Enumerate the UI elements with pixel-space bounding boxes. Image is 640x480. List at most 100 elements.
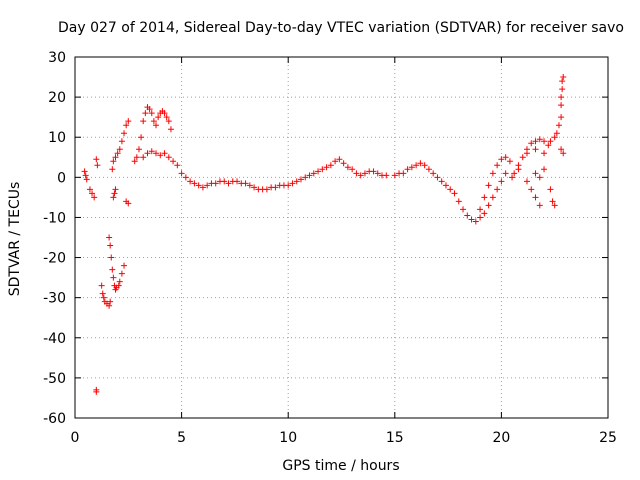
- x-tick-label: 15: [386, 430, 404, 446]
- data-point: [297, 176, 304, 183]
- data-point: [163, 114, 170, 121]
- data-point: [447, 186, 454, 193]
- y-tick-label: -10: [43, 210, 66, 226]
- data-point: [93, 386, 100, 393]
- data-point: [140, 118, 147, 125]
- data-point: [400, 170, 407, 177]
- data-point: [494, 186, 501, 193]
- data-point: [109, 166, 116, 173]
- data-point: [221, 178, 228, 185]
- y-tick-label: 10: [48, 130, 66, 146]
- data-point: [421, 162, 428, 169]
- data-point: [110, 274, 117, 281]
- data-point: [131, 158, 138, 165]
- data-point: [182, 174, 189, 181]
- data-point: [272, 184, 279, 191]
- grid-lines: [75, 57, 608, 418]
- data-point: [165, 118, 172, 125]
- data-point: [451, 190, 458, 197]
- data-point: [125, 118, 132, 125]
- data-point: [161, 110, 168, 117]
- data-point: [408, 164, 415, 171]
- axis-ticks: [74, 56, 609, 419]
- data-point: [374, 170, 381, 177]
- data-point: [285, 182, 292, 189]
- data-point: [242, 180, 249, 187]
- data-point: [108, 254, 115, 261]
- y-tick-label: -60: [43, 411, 66, 427]
- data-point: [148, 110, 155, 117]
- data-point: [515, 166, 522, 173]
- data-point: [523, 178, 530, 185]
- data-point: [455, 198, 462, 205]
- data-point: [551, 134, 558, 141]
- data-point: [187, 178, 194, 185]
- data-point: [434, 174, 441, 181]
- data-point: [547, 138, 554, 145]
- data-point: [118, 138, 125, 145]
- data-point: [425, 166, 432, 173]
- data-point: [319, 166, 326, 173]
- data-point: [532, 138, 539, 145]
- data-point: [349, 166, 356, 173]
- data-point: [82, 172, 89, 179]
- data-point: [361, 170, 368, 177]
- data-point: [327, 162, 334, 169]
- y-tick-label: -20: [43, 251, 66, 267]
- data-point: [98, 282, 105, 289]
- data-point: [528, 186, 535, 193]
- data-point: [509, 174, 516, 181]
- data-point: [523, 150, 530, 157]
- data-point: [336, 156, 343, 163]
- data-point: [541, 150, 548, 157]
- data-point: [100, 294, 107, 301]
- data-point: [547, 186, 554, 193]
- data-point: [532, 146, 539, 153]
- data-point: [133, 154, 140, 161]
- data-point: [110, 194, 117, 201]
- data-point: [464, 212, 471, 219]
- data-point: [106, 234, 113, 241]
- x-axis-title: GPS time / hours: [282, 458, 399, 474]
- data-point: [438, 178, 445, 185]
- y-tick-labels: 30 20 10 0 -10 -20 -30 -40 -50 -60: [43, 50, 66, 427]
- data-point: [174, 162, 181, 169]
- data-point: [125, 200, 132, 207]
- data-point: [370, 168, 377, 175]
- data-point: [477, 206, 484, 213]
- data-point: [477, 214, 484, 221]
- data-point: [112, 154, 119, 161]
- data-point: [442, 182, 449, 189]
- data-point: [142, 110, 149, 117]
- data-point: [109, 266, 116, 273]
- data-point: [558, 94, 565, 101]
- data-point: [135, 146, 142, 153]
- data-point: [150, 118, 157, 125]
- chart-title: Day 027 of 2014, Sidereal Day-to-day VTE…: [58, 20, 624, 36]
- data-point: [199, 184, 206, 191]
- data-point: [344, 164, 351, 171]
- y-axis-title: SDTVAR / TECUs: [7, 182, 23, 297]
- y-tick-label: -40: [43, 331, 66, 347]
- data-point: [155, 114, 162, 121]
- y-tick-label: -30: [43, 291, 66, 307]
- data-point: [357, 172, 364, 179]
- data-point: [502, 170, 509, 177]
- data-point: [551, 202, 558, 209]
- data-point: [234, 178, 241, 185]
- data-point: [170, 158, 177, 165]
- data-point: [489, 170, 496, 177]
- data-point: [460, 206, 467, 213]
- data-point: [536, 174, 543, 181]
- data-point: [560, 74, 567, 81]
- data-point: [94, 162, 101, 169]
- data-point: [541, 166, 548, 173]
- y-tick-label: 30: [48, 50, 66, 66]
- data-point: [306, 172, 313, 179]
- data-point: [114, 150, 121, 157]
- data-point: [107, 242, 114, 249]
- data-point: [106, 302, 113, 309]
- y-tick-label: 20: [48, 90, 66, 106]
- data-point: [536, 136, 543, 143]
- data-point: [494, 162, 501, 169]
